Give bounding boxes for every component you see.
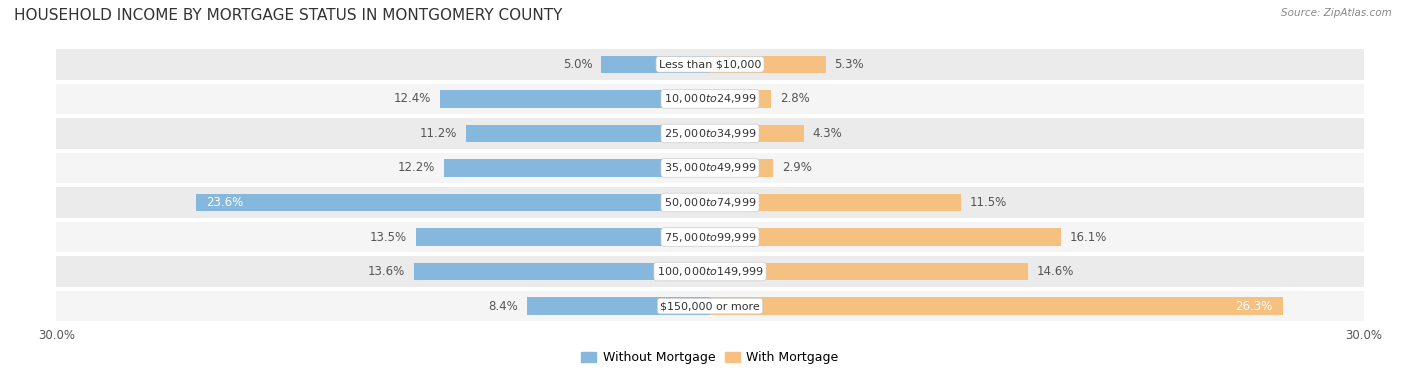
Bar: [527, 297, 710, 315]
Legend: Without Mortgage, With Mortgage: Without Mortgage, With Mortgage: [576, 346, 844, 369]
Text: HOUSEHOLD INCOME BY MORTGAGE STATUS IN MONTGOMERY COUNTY: HOUSEHOLD INCOME BY MORTGAGE STATUS IN M…: [14, 8, 562, 23]
Text: 11.2%: 11.2%: [420, 127, 457, 140]
Bar: [444, 159, 710, 177]
Bar: [710, 90, 770, 107]
Bar: [56, 49, 1364, 79]
Text: 14.6%: 14.6%: [1038, 265, 1074, 278]
Text: $10,000 to $24,999: $10,000 to $24,999: [664, 92, 756, 105]
Text: Less than $10,000: Less than $10,000: [659, 59, 761, 69]
Text: 13.6%: 13.6%: [368, 265, 405, 278]
Bar: [465, 125, 710, 142]
Text: 8.4%: 8.4%: [488, 300, 519, 313]
Text: 12.4%: 12.4%: [394, 92, 432, 105]
Bar: [710, 228, 1062, 246]
Bar: [56, 84, 1364, 114]
Text: $50,000 to $74,999: $50,000 to $74,999: [664, 196, 756, 209]
Text: Source: ZipAtlas.com: Source: ZipAtlas.com: [1281, 8, 1392, 17]
Bar: [416, 228, 710, 246]
Text: 11.5%: 11.5%: [969, 196, 1007, 209]
Text: 5.0%: 5.0%: [562, 58, 592, 71]
Bar: [710, 263, 1028, 280]
Bar: [413, 263, 710, 280]
Text: 5.3%: 5.3%: [834, 58, 863, 71]
Text: 2.8%: 2.8%: [780, 92, 810, 105]
Text: $75,000 to $99,999: $75,000 to $99,999: [664, 231, 756, 243]
Text: $25,000 to $34,999: $25,000 to $34,999: [664, 127, 756, 140]
Bar: [56, 222, 1364, 252]
Bar: [710, 194, 960, 211]
Bar: [56, 256, 1364, 287]
Text: $150,000 or more: $150,000 or more: [661, 301, 759, 311]
Text: 26.3%: 26.3%: [1234, 300, 1272, 313]
Text: 4.3%: 4.3%: [813, 127, 842, 140]
Bar: [710, 56, 825, 73]
Bar: [195, 194, 710, 211]
Text: 13.5%: 13.5%: [370, 231, 408, 243]
Text: 12.2%: 12.2%: [398, 161, 436, 175]
Bar: [710, 125, 804, 142]
Bar: [56, 153, 1364, 183]
Bar: [56, 187, 1364, 218]
Text: 2.9%: 2.9%: [782, 161, 811, 175]
Bar: [56, 118, 1364, 149]
Text: 16.1%: 16.1%: [1070, 231, 1107, 243]
Text: $100,000 to $149,999: $100,000 to $149,999: [657, 265, 763, 278]
Text: $35,000 to $49,999: $35,000 to $49,999: [664, 161, 756, 175]
Bar: [710, 159, 773, 177]
Bar: [56, 291, 1364, 321]
Bar: [440, 90, 710, 107]
Bar: [602, 56, 710, 73]
Bar: [710, 297, 1284, 315]
Text: 23.6%: 23.6%: [207, 196, 243, 209]
